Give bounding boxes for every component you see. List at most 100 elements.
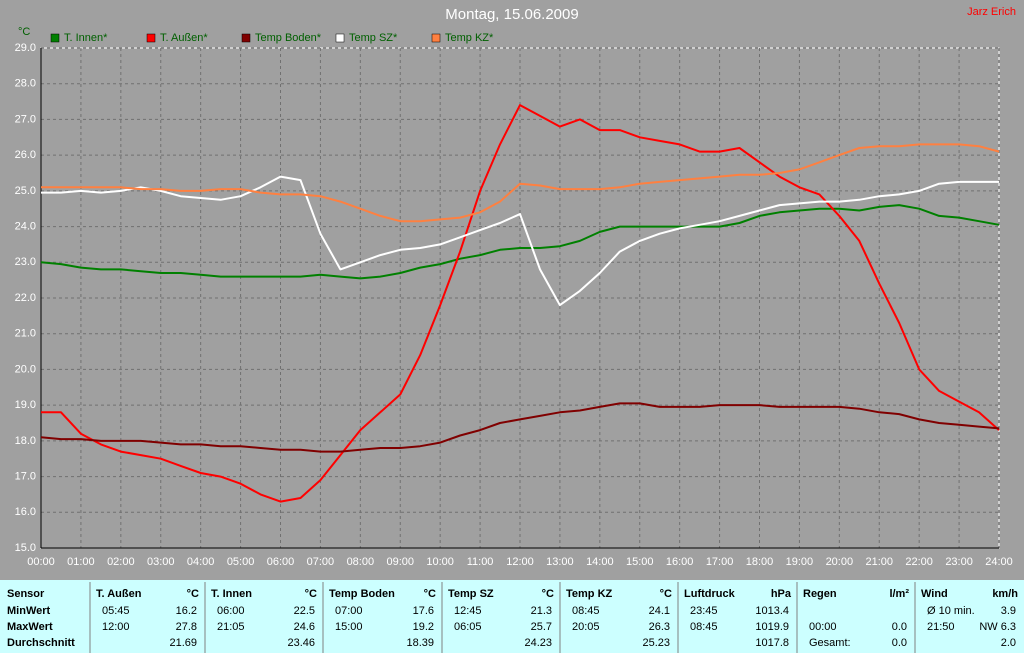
row-label: MaxWert <box>7 621 53 633</box>
y-tick-label: 16.0 <box>15 506 36 518</box>
y-tick-label: 20.0 <box>15 363 36 375</box>
legend-swatch <box>335 33 345 43</box>
cell-time: 07:00 <box>335 605 363 617</box>
legend-swatch <box>241 33 251 43</box>
cell-value: NW 6.3 <box>979 621 1016 633</box>
column-title: Regen <box>803 588 837 600</box>
y-tick-label: 18.0 <box>15 435 36 447</box>
x-tick-label: 12:00 <box>506 556 534 568</box>
column-unit: °C <box>305 588 317 600</box>
x-tick-label: 23:00 <box>945 556 973 568</box>
cell-value: 17.6 <box>413 605 434 617</box>
y-tick-label: 15.0 <box>15 542 36 554</box>
cell-time: 08:45 <box>572 605 600 617</box>
cell-time: 12:45 <box>454 605 482 617</box>
cell-value: 3.9 <box>1001 605 1016 617</box>
column-unit: km/h <box>992 588 1018 600</box>
column-unit: °C <box>542 588 554 600</box>
column-unit: °C <box>660 588 672 600</box>
column-unit: hPa <box>771 588 792 600</box>
y-tick-label: 23.0 <box>15 256 36 268</box>
cell-time: Gesamt: <box>809 637 851 649</box>
cell-time: 08:45 <box>690 621 718 633</box>
legend-swatch <box>50 33 60 43</box>
cell-value: 16.2 <box>176 605 197 617</box>
cell-value: 24.23 <box>524 637 552 649</box>
cell-time: 12:00 <box>102 621 130 633</box>
cell-value: 22.5 <box>294 605 315 617</box>
x-tick-label: 16:00 <box>666 556 694 568</box>
y-tick-label: 26.0 <box>15 149 36 161</box>
column-unit: l/m² <box>889 588 909 600</box>
legend-label: Temp Boden* <box>255 32 322 44</box>
x-tick-label: 06:00 <box>267 556 295 568</box>
cell-value: 0.0 <box>892 637 907 649</box>
column-title: Luftdruck <box>684 588 736 600</box>
y-tick-label: 17.0 <box>15 470 36 482</box>
series-line <box>41 104 1000 503</box>
column-title: Temp SZ <box>448 588 494 600</box>
column-unit: °C <box>424 588 436 600</box>
legend-label: T. Außen* <box>160 32 208 44</box>
y-tick-label: 24.0 <box>15 220 36 232</box>
x-tick-label: 20:00 <box>826 556 854 568</box>
y-tick-label: 19.0 <box>15 399 36 411</box>
legend-label: Temp SZ* <box>349 32 398 44</box>
legend-swatch <box>146 33 156 43</box>
cell-time: 21:05 <box>217 621 245 633</box>
row-label: MinWert <box>7 605 51 617</box>
x-tick-label: 15:00 <box>626 556 654 568</box>
x-tick-label: 10:00 <box>426 556 454 568</box>
x-tick-label: 11:00 <box>467 556 494 568</box>
cell-time: Ø 10 min. <box>927 605 975 617</box>
cell-time: 06:05 <box>454 621 482 633</box>
x-tick-label: 07:00 <box>307 556 335 568</box>
x-tick-label: 04:00 <box>187 556 215 568</box>
cell-time: 05:45 <box>102 605 130 617</box>
cell-value: 2.0 <box>1001 637 1016 649</box>
y-tick-label: 29.0 <box>15 42 36 54</box>
cell-value: 23.46 <box>287 637 315 649</box>
cell-value: 18.39 <box>406 637 434 649</box>
x-tick-label: 00:00 <box>27 556 55 568</box>
x-tick-label: 17:00 <box>706 556 734 568</box>
x-tick-label: 24:00 <box>985 556 1013 568</box>
series-line <box>40 204 1000 280</box>
chart-title: Montag, 15.06.2009 <box>445 6 578 23</box>
table-background <box>0 580 1024 653</box>
column-title: T. Innen <box>211 588 252 600</box>
legend-label: T. Innen* <box>64 32 108 44</box>
y-tick-label: 28.0 <box>15 78 36 90</box>
x-tick-label: 09:00 <box>386 556 414 568</box>
cell-value: 1019.9 <box>755 621 789 633</box>
cell-time: 21:50 <box>927 621 955 633</box>
cell-time: 00:00 <box>809 621 837 633</box>
cell-value: 26.3 <box>649 621 670 633</box>
cell-value: 25.23 <box>642 637 670 649</box>
column-title: Temp Boden <box>329 588 395 600</box>
x-tick-label: 22:00 <box>905 556 933 568</box>
x-tick-label: 08:00 <box>347 556 375 568</box>
column-title: Temp KZ <box>566 588 613 600</box>
cell-time: 23:45 <box>690 605 718 617</box>
x-tick-label: 02:00 <box>107 556 135 568</box>
y-tick-label: 22.0 <box>15 292 36 304</box>
column-title: T. Außen <box>96 588 142 600</box>
y-tick-label: 21.0 <box>15 328 36 340</box>
author: Jarz Erich <box>967 6 1016 18</box>
series-line <box>41 175 999 307</box>
series-line <box>40 402 1000 453</box>
y-tick-label: 27.0 <box>15 113 36 125</box>
x-tick-label: 21:00 <box>865 556 893 568</box>
y-axis-label: °C <box>18 26 30 38</box>
x-tick-label: 14:00 <box>586 556 614 568</box>
column-unit: °C <box>187 588 199 600</box>
cell-value: 1013.4 <box>755 605 789 617</box>
x-tick-label: 13:00 <box>546 556 574 568</box>
cell-value: 25.7 <box>531 621 552 633</box>
cell-time: 20:05 <box>572 621 600 633</box>
cell-value: 0.0 <box>892 621 907 633</box>
cell-value: 24.6 <box>294 621 315 633</box>
cell-time: 06:00 <box>217 605 245 617</box>
